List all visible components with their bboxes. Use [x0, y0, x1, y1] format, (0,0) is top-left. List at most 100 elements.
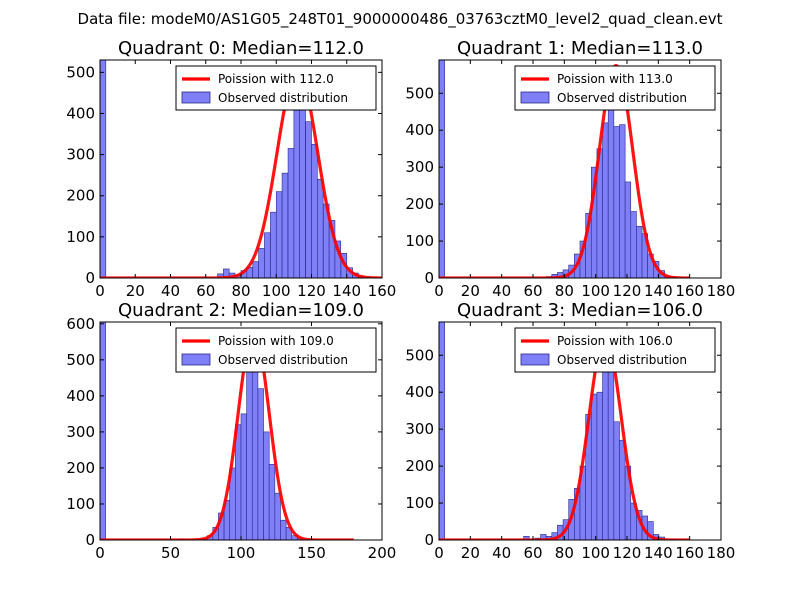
y-tick-label: 0: [424, 531, 434, 549]
plot-area: [100, 60, 382, 278]
x-tick-label: 20: [461, 544, 480, 562]
x-tick-label: 120: [297, 282, 326, 300]
x-tick-label: 80: [555, 282, 574, 300]
legend-bar-swatch: [520, 353, 550, 366]
histogram-bar: [240, 413, 247, 540]
legend: Poission with 113.0 Observed distribution: [514, 65, 716, 111]
x-tick-label: 140: [332, 282, 361, 300]
legend-label-poisson: Poission with 109.0: [218, 334, 334, 348]
histogram-bar: [280, 519, 287, 540]
y-tick-label: 100: [405, 494, 434, 512]
y-tick-label: 400: [66, 104, 95, 122]
histogram-bar: [270, 211, 277, 278]
x-tick-label: 60: [523, 282, 542, 300]
histogram-bar: [523, 536, 530, 540]
plot-area: [439, 322, 690, 540]
y-tick-label: 300: [66, 423, 95, 441]
figure-suptitle: Data file: modeM0/AS1G05_248T01_90000004…: [78, 10, 723, 29]
histogram-bar: [647, 521, 654, 540]
histogram-bar: [607, 85, 615, 278]
x-tick-label: 140: [644, 544, 673, 562]
histogram-bar: [607, 369, 615, 540]
x-tick-label: 80: [555, 544, 574, 562]
histogram-bar: [263, 431, 270, 540]
subplot-quadrant-2: 0 50 100 150 200 0 100 200 300 400 500 600 Quadrant …: [66, 300, 396, 562]
legend: Poission with 109.0 Observed distribution: [175, 327, 377, 373]
legend-label-poisson: Poission with 112.0: [218, 72, 334, 86]
legend: Poission with 112.0 Observed distribution: [175, 65, 377, 111]
x-tick-label: 50: [161, 544, 180, 562]
x-tick-label: 40: [161, 282, 180, 300]
subplot-quadrant-1: 0 20 40 60 80 100 120 140 160 1800100200300400500…: [405, 38, 735, 300]
y-tick-label: 400: [405, 383, 434, 401]
legend-label-observed: Observed distribution: [557, 353, 687, 367]
histogram-bar: [252, 261, 259, 278]
histogram-bar: [590, 393, 598, 540]
legend-label-observed: Observed distribution: [218, 91, 348, 105]
histogram-bar: [624, 181, 632, 278]
axes-frame: [438, 59, 722, 279]
x-tick-label: 0: [434, 282, 444, 300]
x-tick-label: 180: [707, 282, 736, 300]
y-tick-label: 100: [405, 232, 434, 250]
histogram-bar: [274, 492, 281, 540]
histogram-bar: [100, 60, 107, 278]
histogram-bar: [299, 96, 306, 278]
y-tick-label: 200: [405, 457, 434, 475]
x-tick-label: 140: [644, 282, 673, 300]
subplot-title: Quadrant 2: Median=109.0: [118, 300, 364, 321]
x-tick-label: 0: [95, 544, 105, 562]
y-tick-label: 300: [405, 420, 434, 438]
plot-area: [100, 322, 354, 540]
histogram-bar: [305, 121, 312, 278]
y-tick-label: 200: [405, 195, 434, 213]
y-tick-label: 100: [66, 228, 95, 246]
x-tick-label: 180: [707, 544, 736, 562]
x-tick-label: 20: [461, 282, 480, 300]
y-tick-label: 200: [66, 459, 95, 477]
histogram-bar: [246, 370, 253, 540]
legend-bar-swatch: [520, 91, 550, 104]
poisson-curve: [100, 68, 382, 278]
x-tick-label: 160: [675, 544, 704, 562]
histogram-bar: [293, 107, 300, 278]
x-tick-label: 100: [581, 544, 610, 562]
y-tick-label: 400: [66, 387, 95, 405]
y-tick-label: 300: [405, 158, 434, 176]
legend-bar-swatch: [181, 353, 211, 366]
histogram-bar: [311, 144, 318, 278]
x-tick-label: 20: [126, 282, 145, 300]
x-tick-label: 100: [262, 282, 291, 300]
subplot-grid: 0 20 40 60 80 100 120 140 1600100200300400500Qua…: [66, 38, 735, 562]
axes-frame: [438, 321, 722, 541]
y-tick-label: 500: [66, 351, 95, 369]
histogram-bar: [630, 211, 637, 278]
y-tick-label: 500: [405, 346, 434, 364]
histogram-bar: [602, 122, 609, 278]
legend-label-poisson: Poission with 113.0: [557, 72, 673, 86]
x-tick-label: 0: [434, 544, 444, 562]
subplot-title: Quadrant 1: Median=113.0: [457, 38, 703, 59]
histogram-bar: [613, 421, 620, 540]
histogram-bar: [281, 172, 289, 278]
legend: Poission with 106.0 Observed distribution: [514, 327, 716, 373]
y-tick-label: 500: [405, 84, 434, 102]
subplot-quadrant-0: 0 20 40 60 80 100 120 140 160 0 100 200 300 400 500 Qua…: [66, 38, 396, 300]
x-tick-label: 100: [227, 544, 256, 562]
legend-bar-swatch: [181, 91, 211, 104]
histogram-bar: [275, 191, 283, 278]
histogram-bar: [257, 388, 264, 540]
histogram-bar: [268, 464, 276, 540]
y-tick-label: 0: [85, 531, 95, 549]
histogram-bar: [439, 322, 445, 540]
subplot-title: Quadrant 3: Median=106.0: [457, 300, 703, 321]
x-tick-label: 150: [297, 544, 326, 562]
y-tick-label: 400: [405, 121, 434, 139]
histogram-bar: [619, 439, 626, 540]
x-tick-label: 0: [95, 282, 105, 300]
y-tick-label: 0: [85, 269, 95, 287]
histogram-bar: [619, 124, 626, 278]
histogram-bar: [636, 225, 643, 278]
x-tick-label: 200: [368, 544, 397, 562]
